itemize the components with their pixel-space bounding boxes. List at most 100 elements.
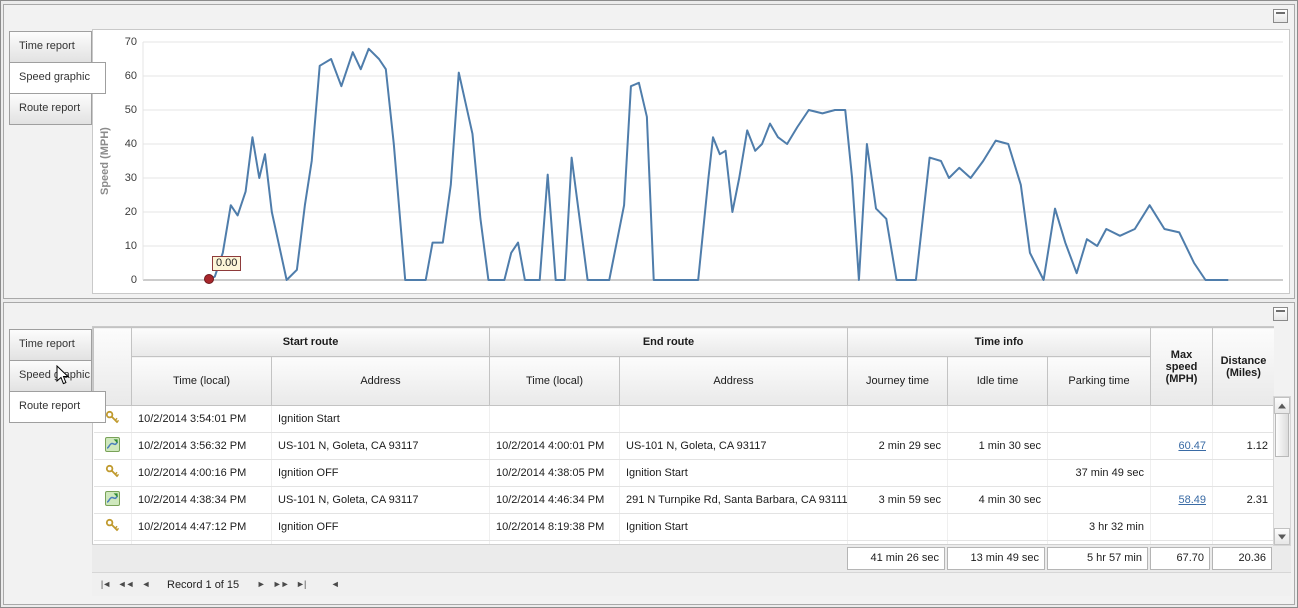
- table-row[interactable]: 10/2/2014 4:00:16 PM Ignition OFF 10/2/201…: [93, 459, 1274, 487]
- cell-idle: [947, 405, 1048, 433]
- key-icon: [93, 513, 132, 541]
- cell-end-address: Ignition Start: [619, 459, 848, 487]
- column-header-end-address[interactable]: Address: [619, 356, 848, 406]
- column-header-start-address[interactable]: Address: [271, 356, 490, 406]
- column-header-distance[interactable]: Distance (Miles): [1212, 327, 1274, 406]
- scroll-up-icon[interactable]: [1274, 397, 1290, 414]
- cell-parking: [1047, 405, 1151, 433]
- top-tab-route-report[interactable]: Route report: [9, 93, 92, 125]
- key-icon: [93, 459, 132, 487]
- cell-max-speed: 60.47: [1150, 432, 1213, 460]
- cell-journey: [847, 405, 948, 433]
- cell-idle: [947, 459, 1048, 487]
- cell-start-time: 10/2/2014 4:00:16 PM: [131, 459, 272, 487]
- summary-row: 41 min 26 sec 13 min 49 sec 5 hr 57 min …: [92, 544, 1291, 573]
- summary-journey-time: 41 min 26 sec: [847, 547, 945, 570]
- cell-start-address: US-101 N, Goleta, CA 93117: [271, 486, 490, 514]
- column-header-parking-time[interactable]: Parking time: [1047, 356, 1151, 406]
- cell-end-address: US-101 N, Goleta, CA 93117: [619, 432, 848, 460]
- cell-end-address: Ignition Start: [619, 513, 848, 541]
- bottom-tab-speed-graphic[interactable]: Speed graphic: [9, 360, 92, 392]
- bottom-tab-route-report[interactable]: Route report: [9, 391, 106, 423]
- y-tick-label: 0: [130, 274, 137, 286]
- cell-max-speed: [1150, 459, 1213, 487]
- last-record-button[interactable]: ►|: [296, 579, 306, 589]
- y-tick-label: 70: [124, 36, 137, 48]
- cell-end-address: 7321 Mirano Dr, Goleta, CA 93117: [619, 540, 848, 545]
- summary-idle-time: 13 min 49 sec: [947, 547, 1045, 570]
- top-tab-speed-graphic[interactable]: Speed graphic: [9, 62, 106, 94]
- scroll-down-icon[interactable]: [1274, 528, 1290, 545]
- summary-distance: 20.36: [1212, 547, 1272, 570]
- cell-max-speed: 58.49: [1150, 486, 1213, 514]
- record-navigator: |◄ ◄◄ ◄ Record 1 of 15 ► ►► ►| ◄: [92, 572, 1291, 596]
- y-tick-label: 60: [124, 70, 137, 82]
- route-icon: [93, 540, 132, 545]
- column-header-start-time[interactable]: Time (local): [131, 356, 272, 406]
- cell-start-time: 10/2/2014 4:38:34 PM: [131, 486, 272, 514]
- group-header-start-route[interactable]: Start route: [131, 327, 490, 357]
- cell-distance: [1212, 405, 1274, 433]
- table-row[interactable]: 10/2/2014 4:47:12 PM Ignition OFF 10/2/201…: [93, 513, 1274, 541]
- cell-idle: 4 min 30 sec: [947, 486, 1048, 514]
- table-row[interactable]: 10/2/2014 3:56:32 PM US-101 N, Goleta, CA…: [93, 432, 1274, 460]
- column-header-end-time[interactable]: Time (local): [489, 356, 620, 406]
- max-speed-link[interactable]: 60.47: [1178, 440, 1206, 452]
- scrollbar-thumb[interactable]: [1275, 413, 1289, 457]
- speed-line-chart: [143, 42, 1283, 280]
- h-scroll-left-button[interactable]: ◄: [330, 579, 340, 589]
- column-header-max-speed[interactable]: Max speed (MPH): [1150, 327, 1213, 406]
- group-header-end-route[interactable]: End route: [489, 327, 848, 357]
- column-header-journey-time[interactable]: Journey time: [847, 356, 948, 406]
- chart-annotation: 0.00: [211, 256, 242, 271]
- collapse-panel-icon[interactable]: [1273, 307, 1288, 321]
- group-header-time-info[interactable]: Time info: [847, 327, 1151, 357]
- max-speed-link[interactable]: 58.49: [1178, 494, 1206, 506]
- summary-max-speed: 67.70: [1150, 547, 1210, 570]
- record-count-label: Record 1 of 15: [167, 578, 240, 591]
- cell-parking: [1047, 432, 1151, 460]
- cell-max-speed: 50.19: [1150, 540, 1213, 545]
- route-icon: [93, 486, 132, 514]
- cell-journey: [847, 513, 948, 541]
- top-tab-time-report[interactable]: Time report: [9, 31, 92, 63]
- bottom-tab-time-report[interactable]: Time report: [9, 329, 92, 361]
- chart-start-marker: [203, 274, 214, 284]
- speed-chart: Speed (MPH) 0 10 20 30 40 50 60 70 0.00: [92, 29, 1290, 294]
- y-tick-label: 30: [124, 172, 137, 184]
- cell-idle: 1 min 30 sec: [947, 432, 1048, 460]
- first-record-button[interactable]: |◄: [100, 579, 111, 589]
- cell-distance: [1212, 513, 1274, 541]
- cell-max-speed: [1150, 513, 1213, 541]
- y-tick-label: 10: [124, 240, 137, 252]
- y-axis-ticks: 0 10 20 30 40 50 60 70: [115, 36, 139, 286]
- cell-end-time: 10/2/2014 4:38:05 PM: [489, 459, 620, 487]
- y-tick-label: 20: [124, 206, 137, 218]
- next-record-button[interactable]: ►: [256, 579, 266, 589]
- next-page-button[interactable]: ►►: [272, 579, 290, 589]
- route-table: Start route End route Time info Max spee…: [93, 327, 1274, 545]
- table-row[interactable]: 10/2/2014 4:38:34 PM US-101 N, Goleta, CA…: [93, 486, 1274, 514]
- vertical-scrollbar[interactable]: [1273, 396, 1291, 546]
- table-row[interactable]: 10/2/2014 3:54:01 PM Ignition Start: [93, 405, 1274, 433]
- collapse-panel-icon[interactable]: [1273, 9, 1288, 23]
- y-tick-label: 40: [124, 138, 137, 150]
- cell-start-address: Ignition OFF: [271, 459, 490, 487]
- cell-start-time: 10/2/2014 8:20:40 PM: [131, 540, 272, 545]
- column-header-idle-time[interactable]: Idle time: [947, 356, 1048, 406]
- prev-page-button[interactable]: ◄◄: [117, 579, 135, 589]
- chart-plot-area: 0.00: [143, 42, 1283, 284]
- cell-journey: 3 min 59 sec: [847, 486, 948, 514]
- cell-end-address: [619, 405, 848, 433]
- cell-end-time: 10/2/2014 8:19:38 PM: [489, 513, 620, 541]
- prev-record-button[interactable]: ◄: [141, 579, 151, 589]
- route-report-grid: Start route End route Time info Max spee…: [92, 326, 1291, 601]
- cell-idle: [947, 513, 1048, 541]
- cell-max-speed: [1150, 405, 1213, 433]
- cell-journey: 2 min 29 sec: [847, 432, 948, 460]
- y-tick-label: 50: [124, 104, 137, 116]
- cell-parking: 37 min 49 sec: [1047, 459, 1151, 487]
- summary-parking-time: 5 hr 57 min: [1047, 547, 1148, 570]
- table-row[interactable]: 10/2/2014 8:20:40 PMN Turnpike Rd, Santa…: [93, 540, 1274, 545]
- cell-start-address: N Turnpike Rd, Santa Barbara, CA 93111: [271, 540, 490, 545]
